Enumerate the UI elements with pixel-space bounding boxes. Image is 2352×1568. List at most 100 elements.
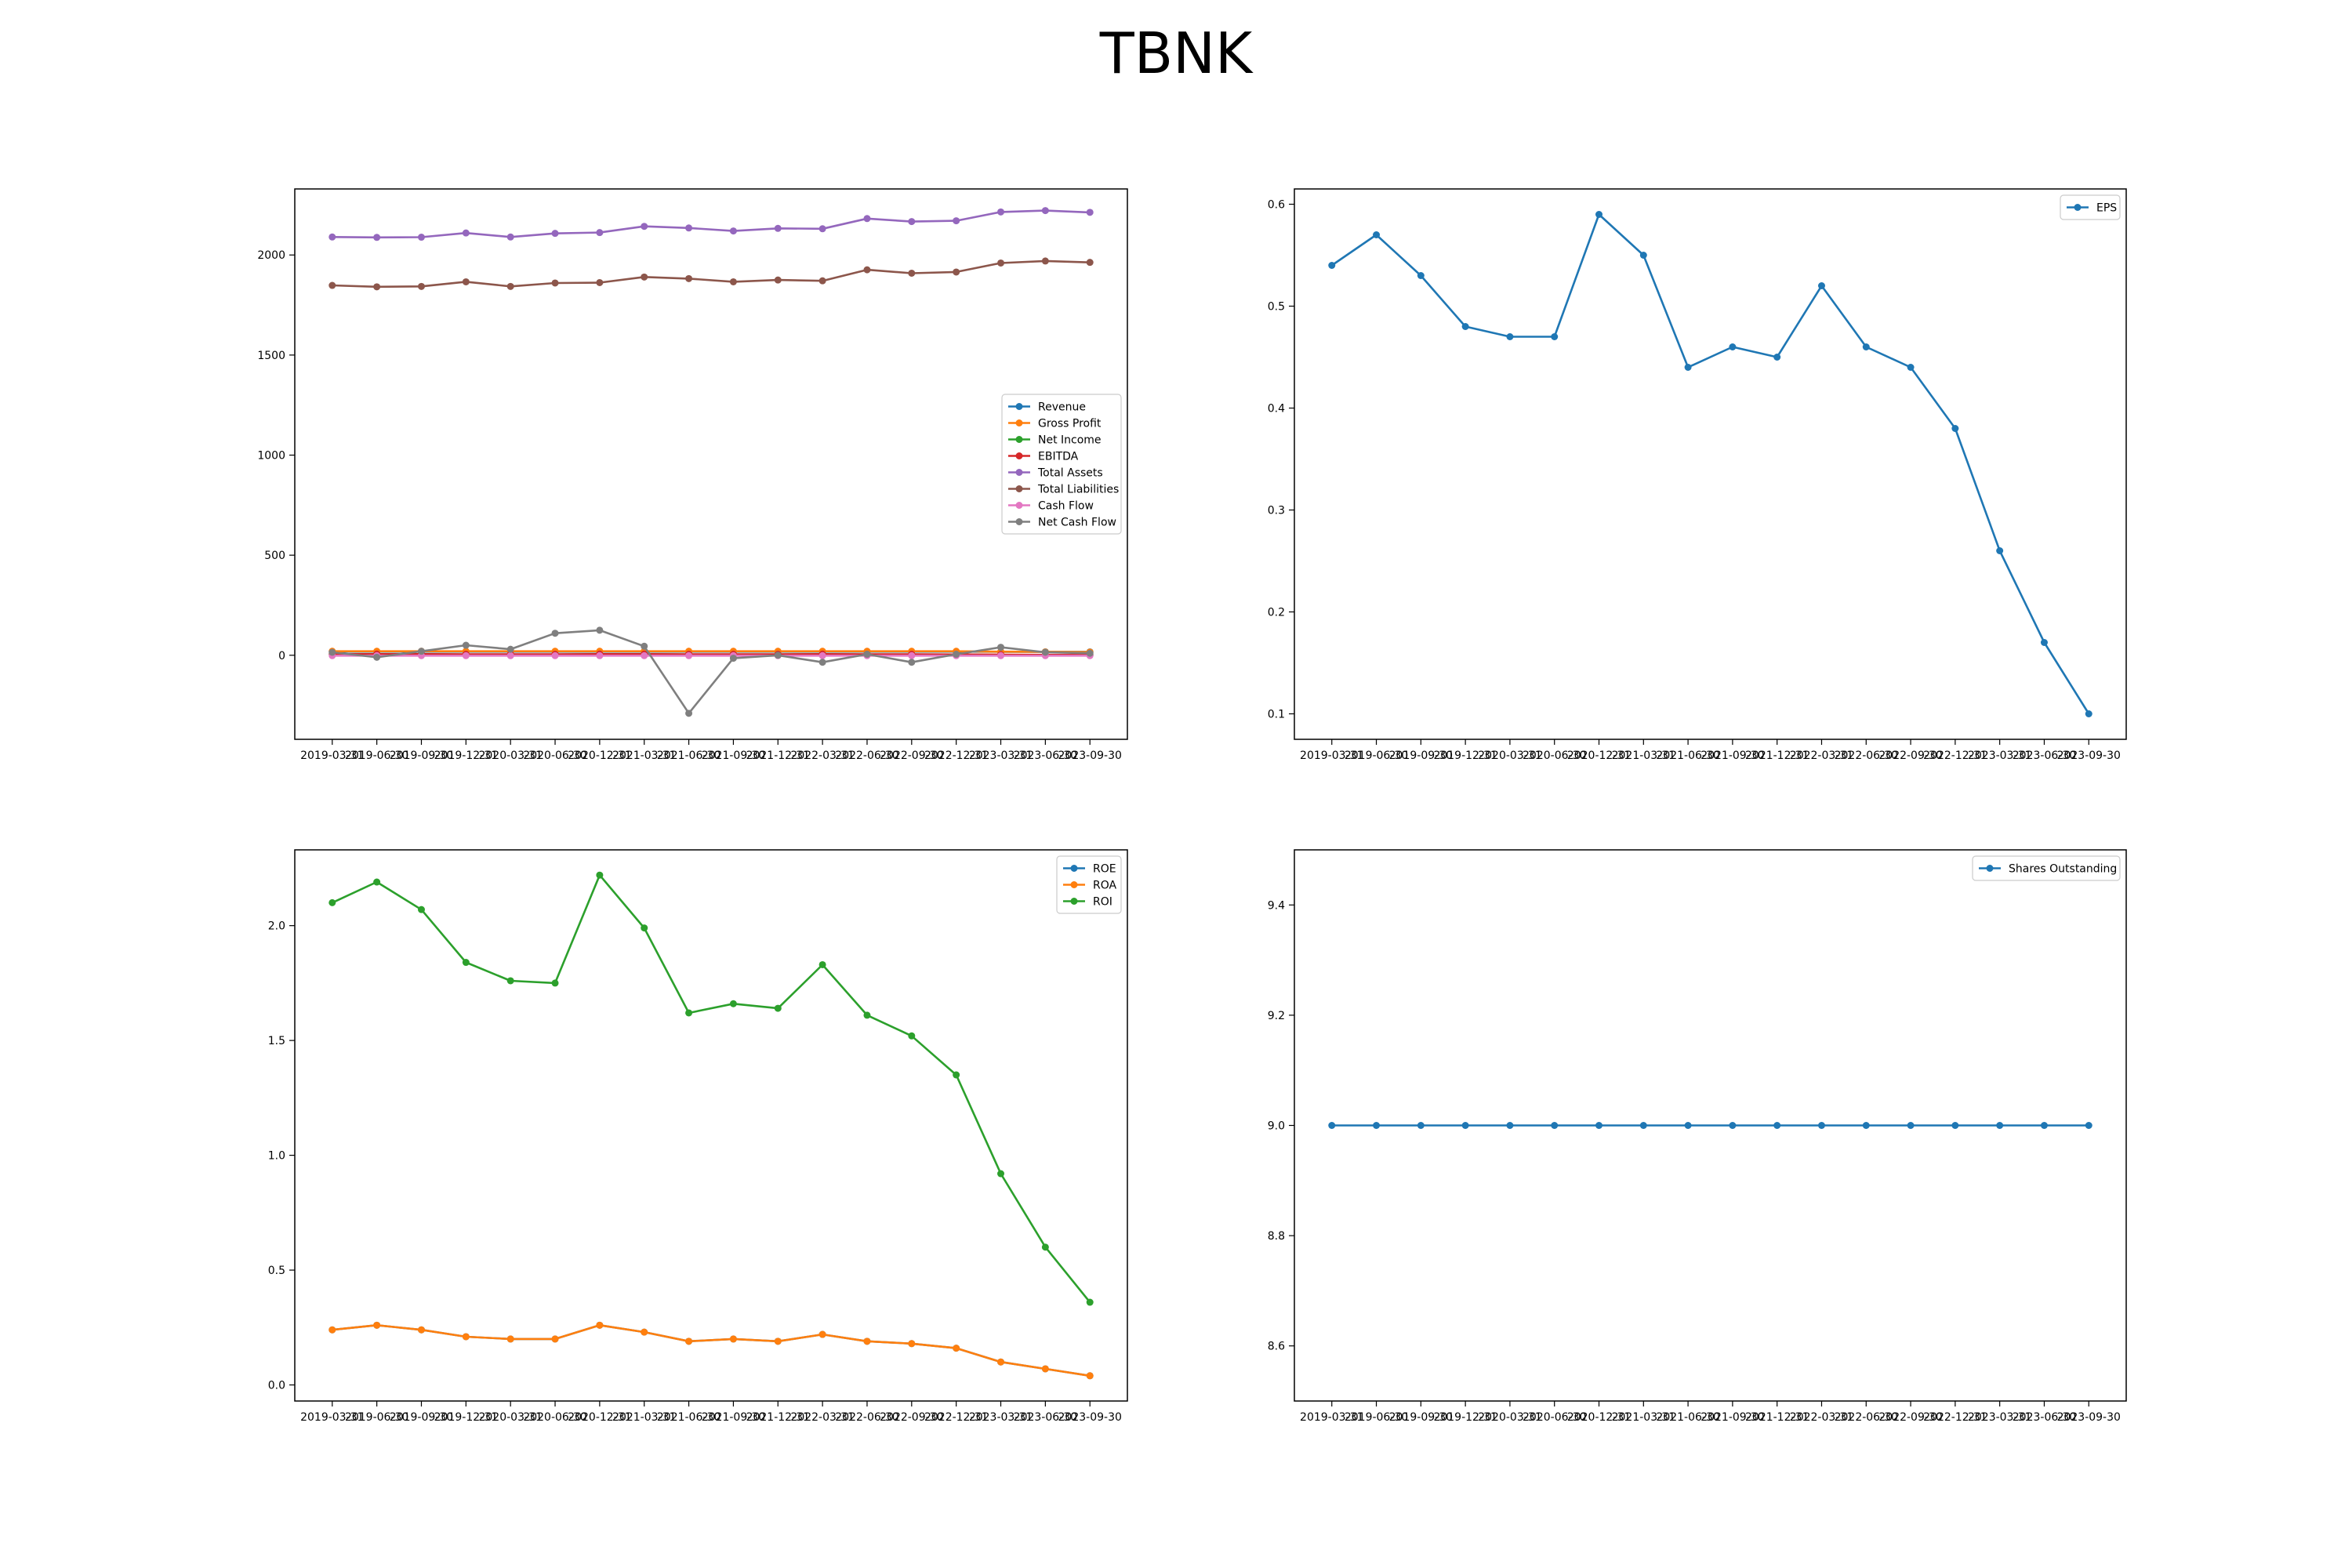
data-point-total-assets — [953, 217, 960, 225]
x-tick-label: 2020-06-30 — [523, 750, 586, 762]
x-tick-label: 2022-03-31 — [790, 1411, 854, 1424]
x-tick-label: 2023-09-30 — [1058, 1411, 1122, 1424]
legend: ROE ROA ROI — [1056, 855, 1122, 914]
data-point-eps — [1551, 333, 1559, 340]
data-point-roa — [1086, 1372, 1094, 1380]
data-point-roi — [908, 1032, 916, 1040]
x-tick-label: 2023-09-30 — [2057, 750, 2121, 762]
data-point-eps — [1817, 282, 1825, 289]
data-point-shares-outstanding — [1684, 1122, 1692, 1129]
axes-frame — [294, 849, 1128, 1402]
legend-marker — [1015, 436, 1023, 443]
data-point-roa — [729, 1335, 737, 1343]
data-point-roi — [328, 898, 336, 906]
data-point-total-assets — [1086, 209, 1094, 216]
data-point-net-cash-flow — [328, 648, 336, 656]
data-point-total-liabilities — [953, 268, 960, 276]
x-tick-label: 2022-03-31 — [1790, 750, 1853, 762]
data-point-net-cash-flow — [997, 644, 1005, 652]
data-point-net-cash-flow — [641, 642, 648, 650]
x-tick-label: 2019-09-30 — [390, 1411, 453, 1424]
x-tick-label: 2020-12-31 — [1567, 1411, 1631, 1424]
data-point-total-liabilities — [1086, 259, 1094, 267]
x-tick-label: 2023-06-30 — [1014, 1411, 1077, 1424]
data-point-total-assets — [373, 234, 381, 241]
x-tick-label: 2019-06-30 — [1345, 750, 1408, 762]
data-point-total-liabilities — [596, 278, 604, 286]
legend-marker — [1070, 898, 1078, 905]
chart-panel-1: 05001000150020002019-03-312019-06-302019… — [257, 188, 1128, 762]
data-point-shares-outstanding — [2085, 1122, 2092, 1129]
data-point-shares-outstanding — [1328, 1122, 1336, 1129]
legend-marker — [1986, 865, 1994, 872]
data-point-net-cash-flow — [953, 651, 960, 659]
x-tick-label: 2023-09-30 — [2057, 1411, 2121, 1424]
data-point-total-liabilities — [506, 282, 514, 290]
y-tick-label: 0.2 — [1268, 607, 1285, 619]
legend-label: EBITDA — [1038, 451, 1079, 463]
data-point-total-liabilities — [551, 279, 559, 287]
data-point-total-assets — [818, 225, 826, 233]
y-tick-label: 9.0 — [1268, 1120, 1285, 1133]
data-point-roa — [328, 1326, 336, 1334]
data-point-eps — [1729, 343, 1737, 350]
x-tick-label: 2019-03-31 — [1300, 1411, 1363, 1424]
data-point-total-assets — [641, 223, 648, 230]
legend-label: Shares Outstanding — [2009, 863, 2117, 876]
data-point-roi — [774, 1004, 782, 1012]
data-point-total-liabilities — [863, 266, 871, 274]
data-point-roi — [641, 924, 648, 932]
x-tick-label: 2019-12-31 — [434, 1411, 498, 1424]
data-point-net-cash-flow — [596, 626, 604, 634]
data-point-cash-flow — [551, 652, 559, 659]
data-point-total-assets — [908, 218, 916, 226]
x-tick-label: 2022-06-30 — [835, 750, 898, 762]
series-total-liabilities — [328, 257, 1094, 291]
data-point-roa — [417, 1326, 425, 1334]
series-line-roi — [332, 873, 1091, 1303]
series-line-ebitda — [332, 652, 1091, 656]
data-point-net-cash-flow — [373, 653, 381, 661]
data-point-eps — [1595, 211, 1603, 218]
x-tick-label: 2023-03-31 — [969, 750, 1033, 762]
legend-marker — [1015, 502, 1023, 509]
x-tick-label: 2020-06-30 — [523, 1411, 586, 1424]
data-point-cash-flow — [462, 652, 470, 659]
x-tick-label: 2020-12-31 — [568, 1411, 631, 1424]
x-tick-label: 2020-12-31 — [1567, 750, 1631, 762]
x-tick-label: 2022-03-31 — [790, 750, 854, 762]
data-point-shares-outstanding — [1862, 1122, 1870, 1129]
data-point-roa — [997, 1358, 1005, 1366]
data-point-eps — [2040, 639, 2048, 646]
legend-label: ROI — [1093, 896, 1112, 909]
x-tick-label: 2022-09-30 — [1878, 750, 1942, 762]
data-point-total-assets — [417, 234, 425, 241]
data-point-shares-outstanding — [1595, 1122, 1603, 1129]
data-point-total-liabilities — [328, 281, 336, 289]
data-point-total-liabilities — [685, 274, 693, 282]
data-point-cash-flow — [908, 652, 916, 659]
legend-marker — [1070, 865, 1078, 872]
data-point-roa — [641, 1328, 648, 1336]
x-tick-label: 2023-06-30 — [2013, 1411, 2076, 1424]
series-line-total-assets — [332, 209, 1091, 239]
data-point-eps — [1506, 333, 1514, 340]
chart-panel-2: 0.10.20.30.40.50.62019-03-312019-06-3020… — [1268, 188, 2127, 762]
x-tick-label: 2019-12-31 — [434, 750, 498, 762]
data-point-eps — [1684, 364, 1692, 371]
x-tick-label: 2021-12-31 — [746, 750, 810, 762]
data-point-total-liabilities — [641, 273, 648, 281]
data-point-cash-flow — [641, 652, 648, 659]
x-tick-label: 2023-09-30 — [1058, 750, 1122, 762]
data-point-eps — [1907, 364, 1915, 371]
data-point-total-liabilities — [462, 278, 470, 285]
x-tick-label: 2022-12-31 — [1923, 1411, 1987, 1424]
series-line-eps — [1330, 213, 2090, 715]
legend-marker — [1015, 419, 1023, 426]
series-roi — [328, 871, 1094, 1306]
data-point-shares-outstanding — [1817, 1122, 1825, 1129]
x-tick-label: 2019-12-31 — [1433, 1411, 1497, 1424]
x-tick-label: 2020-06-30 — [1523, 750, 1586, 762]
data-point-roa — [596, 1321, 604, 1329]
